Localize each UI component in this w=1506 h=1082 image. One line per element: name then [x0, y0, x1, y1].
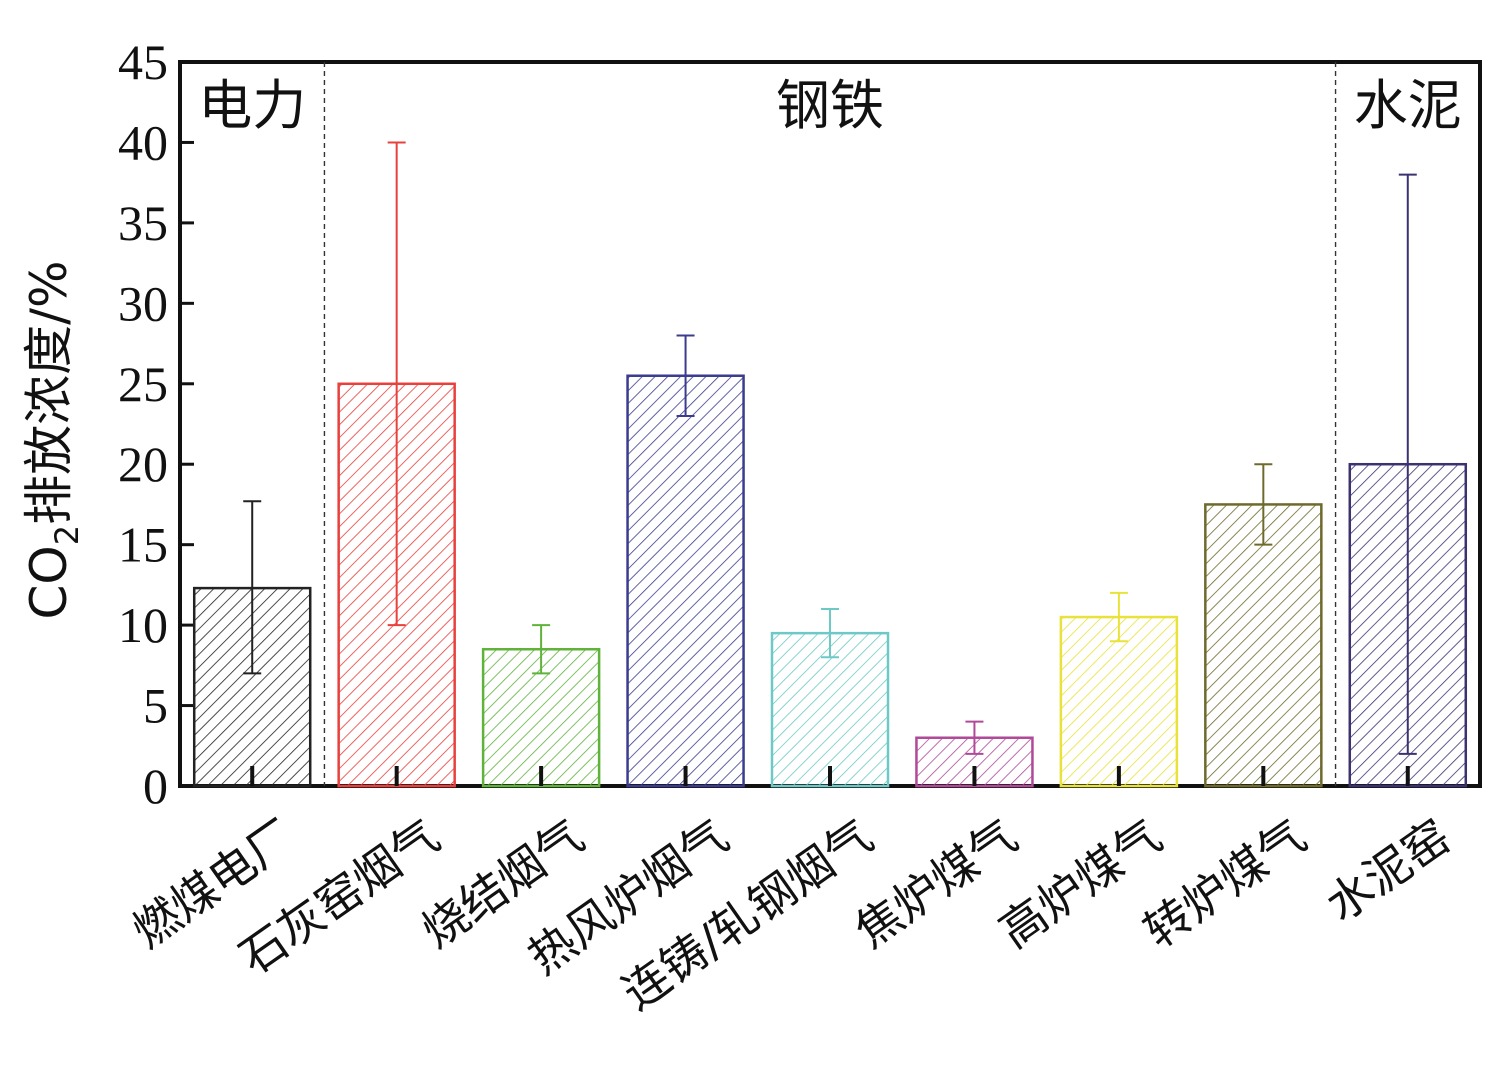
y-tick-label: 30	[118, 275, 168, 331]
group-label: 电力	[198, 74, 306, 137]
y-tick-label: 15	[118, 517, 168, 573]
y-tick-label: 10	[118, 597, 168, 653]
y-tick-label: 20	[118, 436, 168, 492]
y-tick-label: 45	[118, 34, 168, 90]
y-tick-label: 0	[143, 758, 168, 814]
bar	[1204, 503, 1323, 788]
group-label: 水泥	[1354, 74, 1462, 137]
group-label: 钢铁	[776, 74, 884, 137]
y-tick-label: 40	[118, 114, 168, 170]
bar	[770, 631, 890, 788]
y-tick-label: 25	[118, 356, 168, 412]
y-tick-label: 35	[118, 195, 168, 251]
x-tick-label: 转炉煤气	[1134, 809, 1316, 959]
y-axis-label: CO2排放浓度/%	[20, 261, 86, 620]
x-tick-label: 水泥窑	[1316, 809, 1460, 932]
y-tick-label: 5	[143, 678, 168, 734]
x-tick-label: 焦炉煤气	[845, 809, 1027, 959]
x-tick-label: 高炉煤气	[990, 809, 1172, 959]
x-tick-label: 连铸/轧钢烟气	[613, 809, 883, 1020]
bar	[626, 374, 745, 788]
bar	[1059, 615, 1179, 788]
